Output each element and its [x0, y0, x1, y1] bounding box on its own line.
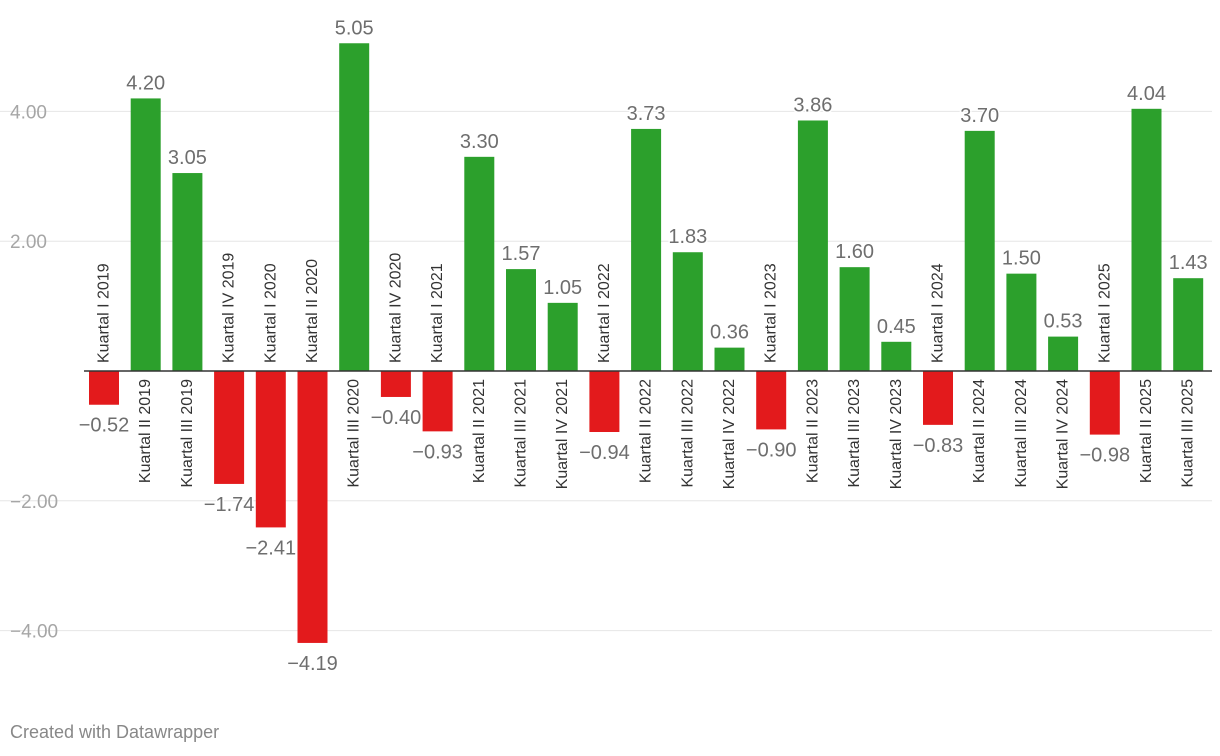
bar [589, 371, 620, 433]
bar [506, 269, 536, 371]
bar [214, 371, 245, 484]
category-label: Kuartal IV 2024 [1055, 379, 1072, 489]
bar [839, 267, 870, 371]
bar [380, 371, 411, 397]
value-label: 1.43 [1169, 252, 1208, 274]
value-label: −0.94 [579, 442, 630, 464]
bar [464, 156, 495, 371]
bar [1089, 371, 1120, 435]
category-label: Kuartal II 2020 [304, 259, 321, 363]
bar [1006, 273, 1037, 371]
value-label: −0.52 [79, 415, 130, 437]
bar [255, 371, 286, 528]
category-label: Kuartal III 2022 [679, 379, 696, 488]
value-label: 1.57 [502, 243, 541, 265]
category-label: Kuartal II 2023 [804, 379, 821, 483]
y-tick-label: 2.00 [10, 232, 47, 253]
category-label: Kuartal I 2024 [930, 263, 947, 363]
bar [923, 371, 953, 425]
value-label: 4.20 [126, 72, 165, 94]
value-label: 0.53 [1044, 311, 1083, 333]
category-label: Kuartal I 2022 [596, 263, 613, 363]
category-label: Kuartal II 2022 [638, 379, 655, 483]
bar [297, 371, 328, 643]
value-label: 4.04 [1127, 83, 1166, 105]
bar [89, 371, 119, 405]
category-label: Kuartal III 2025 [1180, 379, 1197, 488]
category-label: Kuartal I 2020 [262, 263, 279, 363]
value-label: 1.83 [668, 226, 707, 248]
bar [1131, 108, 1162, 371]
bar [714, 347, 745, 371]
category-label: Kuartal IV 2020 [387, 253, 404, 363]
category-label: Kuartal III 2021 [513, 379, 530, 488]
y-tick-label: −2.00 [10, 492, 58, 513]
credit-footer[interactable]: Created with Datawrapper [10, 722, 220, 742]
bar [756, 371, 787, 430]
value-label: −1.74 [204, 494, 255, 516]
category-label: Kuartal II 2024 [971, 379, 988, 483]
bar [672, 252, 703, 371]
bar [1173, 278, 1204, 371]
category-label: Kuartal IV 2019 [221, 253, 238, 363]
category-label: Kuartal III 2024 [1013, 379, 1030, 488]
category-label: Kuartal III 2020 [346, 379, 363, 488]
category-label: Kuartal IV 2023 [888, 379, 905, 489]
bar [1048, 336, 1079, 371]
category-label: Kuartal II 2019 [137, 379, 154, 483]
category-label: Kuartal III 2023 [846, 379, 863, 488]
bar [797, 120, 828, 372]
category-label: Kuartal IV 2021 [554, 379, 571, 489]
category-label: Kuartal I 2025 [1096, 263, 1113, 363]
bar [172, 173, 203, 371]
category-label: Kuartal I 2019 [96, 263, 113, 363]
category-label: Kuartal I 2023 [763, 263, 780, 363]
bar [130, 98, 161, 372]
bar [964, 130, 995, 371]
bar [631, 128, 662, 371]
value-label: 3.70 [960, 105, 999, 127]
bar-chart: −4.00 −2.00 2.00 4.00 −0.52 4.20 3.05 −1.74 −2.4… [0, 16, 1212, 676]
value-label: −0.83 [913, 435, 964, 457]
y-tick-label: −4.00 [10, 622, 58, 643]
value-label: −0.93 [412, 441, 463, 463]
value-label: 3.73 [627, 103, 666, 125]
value-label: −4.19 [287, 653, 338, 675]
bar [422, 371, 453, 432]
y-tick-label: 4.00 [10, 102, 47, 123]
value-label: −0.90 [746, 439, 797, 461]
value-label: −2.41 [245, 537, 296, 559]
value-label: −0.40 [371, 407, 422, 429]
value-label: 1.05 [543, 277, 582, 299]
value-label: 3.05 [168, 147, 207, 169]
value-label: 5.05 [335, 17, 374, 39]
category-label: Kuartal II 2021 [471, 379, 488, 483]
value-label: 3.30 [460, 131, 499, 153]
bar [339, 43, 370, 371]
bar [547, 302, 578, 371]
value-label: 1.50 [1002, 248, 1041, 270]
category-label: Kuartal I 2021 [429, 263, 446, 363]
category-label: Kuartal III 2019 [179, 379, 196, 488]
category-label: Kuartal IV 2022 [721, 379, 738, 489]
value-label: 0.45 [877, 316, 916, 338]
value-label: −0.98 [1079, 445, 1130, 467]
category-label: Kuartal II 2025 [1138, 379, 1155, 483]
value-label: 3.86 [793, 94, 832, 116]
value-label: 1.60 [835, 241, 874, 263]
value-label: 0.36 [710, 322, 749, 344]
bar [881, 341, 912, 371]
